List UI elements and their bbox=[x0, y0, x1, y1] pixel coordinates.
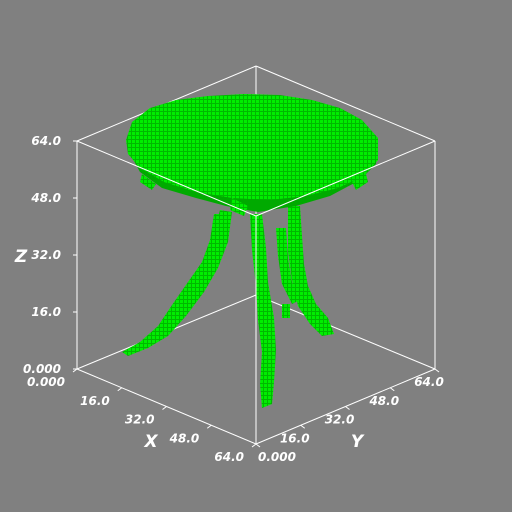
voxel-cap-top bbox=[126, 94, 378, 200]
x-tick-mark bbox=[162, 406, 167, 410]
x-axis-title: X bbox=[143, 432, 158, 452]
z-tick-label: 32.0 bbox=[31, 248, 61, 262]
y-tick-label: 64.0 bbox=[414, 375, 444, 389]
z-tick-label: 16.0 bbox=[31, 305, 61, 319]
y-tick-label: 0.000 bbox=[258, 450, 296, 464]
z-tick-label: 0.000 bbox=[23, 362, 61, 376]
voxel-leg-right-inner bbox=[276, 228, 300, 304]
z-tick-label: 48.0 bbox=[30, 191, 61, 205]
x-tick-label: 48.0 bbox=[169, 431, 200, 445]
y-tick-mark bbox=[434, 368, 440, 373]
y-tick-mark bbox=[300, 424, 306, 429]
x-tick-mark bbox=[251, 443, 257, 448]
y-tick-label: 48.0 bbox=[368, 394, 399, 408]
z-tick-label: 64.0 bbox=[31, 134, 61, 148]
x-tick-label: 32.0 bbox=[125, 413, 155, 427]
x-tick-label: 0.000 bbox=[27, 375, 65, 389]
y-tick-label: 16.0 bbox=[280, 431, 310, 445]
y-tick-mark bbox=[345, 406, 350, 410]
y-tick-label: 32.0 bbox=[325, 413, 355, 427]
voxel-jellyfish-structure bbox=[122, 94, 378, 408]
z-axis: 0.000 16.0 32.0 48.0 64.0 bbox=[23, 134, 77, 376]
x-tick-label: 16.0 bbox=[80, 394, 110, 408]
voxel-leg-center-left bbox=[196, 214, 224, 290]
y-axis-title: Y bbox=[351, 432, 365, 452]
z-axis-title: Z bbox=[14, 247, 28, 267]
x-tick-mark bbox=[206, 424, 212, 429]
voxel-fragment-right bbox=[282, 304, 290, 318]
y-axis: 0.000 16.0 32.0 48.0 64.0 bbox=[255, 368, 444, 464]
x-tick-mark bbox=[72, 368, 78, 373]
voxel-leg-right bbox=[288, 206, 334, 336]
x-tick-mark bbox=[117, 387, 123, 392]
voxel-leg-front bbox=[250, 214, 276, 408]
x-tick-label: 64.0 bbox=[214, 450, 244, 464]
y-tick-mark bbox=[389, 387, 395, 392]
x-axis: 0.000 16.0 32.0 48.0 64.0 bbox=[27, 368, 257, 464]
y-tick-mark bbox=[255, 443, 261, 448]
